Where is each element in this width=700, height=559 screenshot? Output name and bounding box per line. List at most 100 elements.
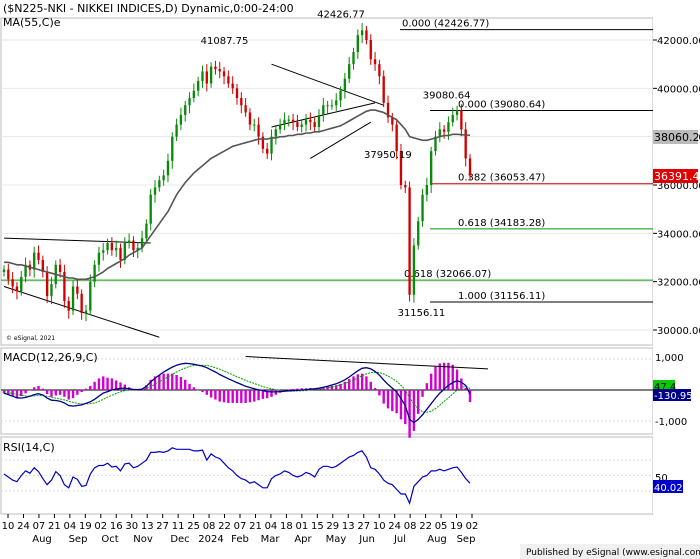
date-tick-label: 21 (249, 521, 262, 532)
macd-histogram-bar (196, 390, 200, 391)
candle-body (274, 129, 278, 137)
date-tick-label: 02 (466, 521, 479, 532)
candle-body (339, 90, 342, 101)
date-tick-label: 04 (265, 521, 278, 532)
candle-body (240, 98, 243, 106)
macd-histogram-bar (45, 390, 49, 395)
moving-average-line (4, 109, 471, 281)
candle-body (140, 238, 144, 248)
date-tick-label: 19 (450, 521, 463, 532)
macd-line (3, 362, 471, 424)
candle-body (45, 272, 49, 297)
date-tick-label: 11 (172, 521, 185, 532)
candle-body (127, 240, 131, 243)
fib-level-label: 1.000 (31156.11) (458, 291, 545, 302)
month-label: Apr (294, 534, 312, 545)
macd-histogram-bar (41, 388, 45, 390)
candle-body (326, 105, 329, 107)
ma-value-badge: 38060.27 (654, 131, 700, 144)
macd-histogram-bar (123, 384, 127, 390)
macd-histogram-bar (343, 381, 347, 390)
candle-body (460, 110, 463, 130)
macd-histogram-bar (175, 374, 178, 390)
macd-histogram-bar (102, 376, 105, 390)
macd-histogram-bar (386, 390, 390, 409)
candle-body (20, 276, 23, 292)
price-tick-label: 36000.00 (657, 181, 700, 192)
fibonacci-levels: 0.000 (42426.77) 0.000 (39080.64) 0.382 (3… (1, 19, 653, 303)
macd-histogram-bar (287, 389, 290, 391)
price-tick-label: 34000.00 (657, 229, 700, 240)
candle-body (76, 286, 79, 294)
price-tick-label: 30000.00 (657, 326, 700, 337)
candle-body (63, 272, 66, 301)
month-label: Dec (170, 534, 189, 545)
date-tick-label: 15 (311, 521, 324, 532)
published-by: Published by eSignal (www.esignal.com) (526, 548, 700, 558)
candle-body (404, 185, 407, 188)
candle-body (50, 284, 53, 297)
macd-histogram-bar (171, 373, 174, 390)
date-tick-label: 08 (404, 521, 417, 532)
candle-body (343, 78, 347, 91)
candle-body (408, 187, 411, 295)
rsi-line (3, 447, 471, 505)
month-label: Sep (457, 534, 476, 545)
date-tick-label: 01 (295, 521, 308, 532)
macd-histogram-bar (399, 390, 403, 420)
candle-body (425, 185, 429, 195)
macd-histogram-bar (356, 374, 360, 390)
candle-body (106, 243, 109, 251)
macd-histogram-bar (291, 388, 295, 390)
candle-body (266, 148, 269, 154)
macd-histogram-bar (455, 369, 459, 390)
date-tick-label: 18 (280, 521, 293, 532)
candle-body (214, 66, 217, 69)
macd-histogram-bar (222, 390, 226, 403)
candle-body (184, 105, 187, 115)
price-gridlines (1, 39, 653, 331)
candle-body (132, 240, 135, 251)
candle-body (231, 83, 234, 89)
candle-body (11, 279, 14, 287)
candle-body (248, 112, 252, 125)
candle-body (37, 252, 40, 260)
date-tick-label: 10 (2, 521, 15, 532)
candle-body (360, 30, 364, 36)
macd-histogram-bar (184, 379, 187, 390)
macd-histogram-bar (270, 390, 273, 397)
candle-body (287, 119, 290, 121)
macd-histogram-bar (412, 390, 416, 431)
macd-histogram-bar (330, 385, 334, 390)
macd-histogram-bar (80, 390, 83, 393)
macd-histogram-bar (378, 390, 381, 396)
trend-line (310, 121, 372, 159)
month-label: 2024 (198, 534, 223, 545)
macd-histogram-bar (166, 373, 170, 390)
candle-body (205, 71, 208, 84)
candle-body (179, 114, 183, 125)
candle-body (317, 114, 321, 127)
date-tick-label: 05 (435, 521, 448, 532)
macd-histogram-bar (468, 390, 472, 403)
date-tick-label: 19 (79, 521, 92, 532)
candle-body (33, 252, 36, 270)
price-badge-bg (653, 169, 698, 183)
candle-body (171, 136, 174, 161)
macd-histogram-bar (33, 387, 36, 390)
fib-level-label: 0.618 (32066.07) (404, 269, 491, 280)
candle-body (257, 124, 260, 137)
candle-body (123, 243, 126, 260)
candle-body (412, 245, 416, 295)
date-tick-label: 22 (419, 521, 432, 532)
fib-level-label: 0.000 (42426.77) (402, 19, 489, 30)
month-label: Aug (32, 534, 52, 545)
candle-body (41, 259, 45, 272)
macd-histogram-bar (153, 376, 157, 390)
macd-histogram-bar (240, 390, 243, 403)
candle-body (283, 119, 286, 125)
candle-body (67, 301, 70, 311)
candle-body (373, 59, 377, 65)
candle-body (421, 194, 424, 222)
